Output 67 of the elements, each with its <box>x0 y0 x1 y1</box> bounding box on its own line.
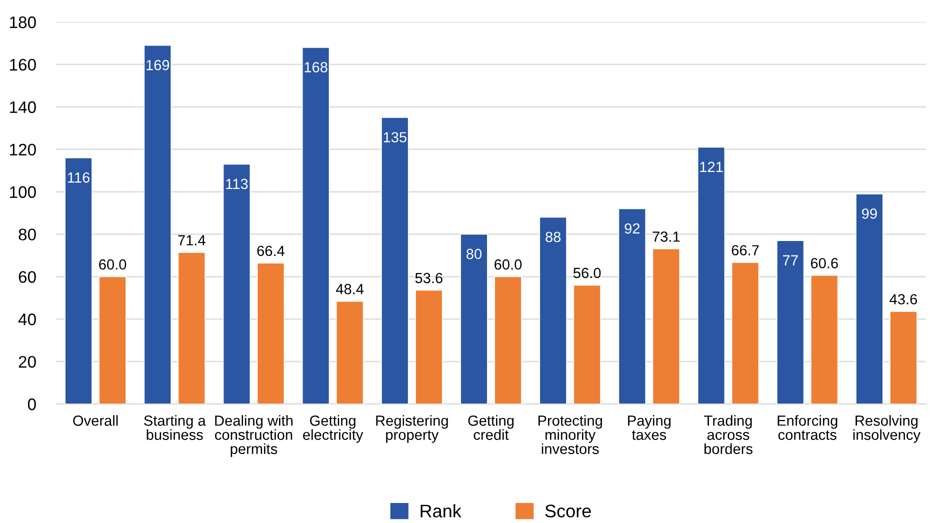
bar <box>144 44 172 404</box>
y-tick-label: 20 <box>18 356 36 368</box>
data-label: 116 <box>68 172 90 183</box>
bar <box>460 234 488 404</box>
x-tick-label: Dealing with construction permits <box>215 415 292 457</box>
bar <box>64 157 92 404</box>
bar <box>178 252 206 404</box>
data-label: 71.4 <box>178 235 206 246</box>
data-label: 135 <box>384 132 406 142</box>
legend-label: Rank <box>420 504 462 518</box>
bar <box>618 208 646 404</box>
data-label: 168 <box>304 62 328 72</box>
y-tick-label: 0 <box>28 398 36 410</box>
data-label: 48.4 <box>336 284 364 294</box>
bar <box>415 290 443 404</box>
data-label: 60.0 <box>99 259 126 270</box>
data-label: 77 <box>782 255 798 266</box>
bar <box>573 284 601 404</box>
data-label: 56.0 <box>573 268 601 278</box>
data-label: 66.7 <box>732 245 759 256</box>
y-tick-label: 80 <box>18 228 36 240</box>
y-tick-label: 120 <box>10 144 36 156</box>
bar <box>256 262 285 404</box>
y-tick-label: 40 <box>18 314 36 326</box>
x-tick-label: Resolving insolvency <box>853 415 920 443</box>
bar <box>731 262 760 404</box>
bar <box>302 47 330 404</box>
bar <box>539 216 567 404</box>
x-tick-label: Getting electricity <box>303 415 364 443</box>
x-tick-label: Overall <box>73 415 118 426</box>
y-tick-label: 160 <box>10 58 36 71</box>
y-tick-label: 180 <box>10 16 36 28</box>
y-tick-label: 140 <box>10 101 36 114</box>
data-label: 53.6 <box>415 272 442 284</box>
data-label: 113 <box>226 178 248 190</box>
bar <box>776 240 804 404</box>
y-tick-label: 60 <box>18 271 36 283</box>
x-tick-label: Protecting minority investors <box>538 415 602 454</box>
bar <box>697 146 726 404</box>
x-tick-label: Getting credit <box>468 415 514 440</box>
data-label: 80 <box>466 248 482 260</box>
x-tick-label: Trading across borders <box>704 415 752 454</box>
bar <box>652 248 680 404</box>
x-tick-label: Enforcing contracts <box>778 415 838 440</box>
data-label: 121 <box>700 162 723 172</box>
bar <box>890 311 918 404</box>
data-label: 73.1 <box>652 231 680 242</box>
data-label: 169 <box>146 60 170 70</box>
bar <box>222 164 251 404</box>
legend-label: Score <box>545 504 591 518</box>
bar <box>381 117 409 404</box>
data-label: 88 <box>546 232 561 242</box>
x-tick-label: Registering property <box>376 415 448 443</box>
bar <box>336 300 364 404</box>
x-tick-label: Paying taxes <box>628 415 671 440</box>
bar <box>494 276 522 404</box>
data-label: 60.6 <box>810 258 838 268</box>
data-label: 66.4 <box>257 246 284 256</box>
data-label: 99 <box>862 208 877 219</box>
bar <box>856 193 884 404</box>
bar <box>98 276 126 404</box>
x-tick-label: Starting a business <box>144 415 206 440</box>
data-label: 92 <box>624 223 640 234</box>
data-label: 60.0 <box>494 259 522 270</box>
data-label: 43.6 <box>890 294 918 304</box>
y-tick-label: 100 <box>10 186 36 198</box>
bar <box>810 274 838 404</box>
